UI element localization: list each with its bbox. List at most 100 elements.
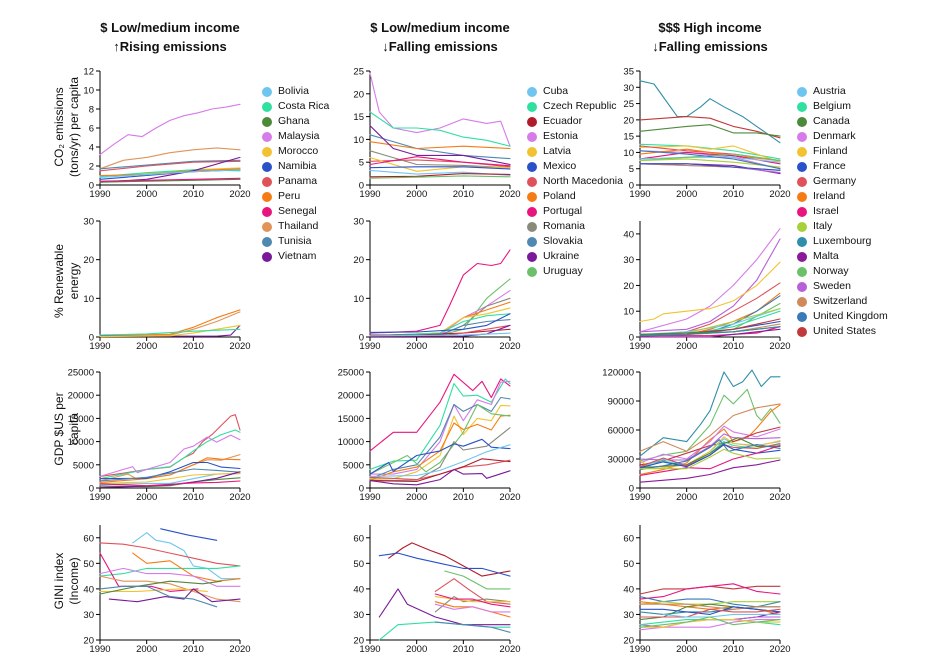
x-tick-label: 2000 — [676, 492, 697, 503]
x-tick-label: 2020 — [499, 492, 520, 503]
legend-label: Denmark — [813, 130, 856, 142]
legend-swatch — [527, 86, 537, 97]
y-tick-label: 60 — [623, 533, 634, 544]
x-tick-label: 1990 — [89, 341, 110, 352]
legend-item: Vietnam — [262, 249, 329, 264]
legend-label: North Macedonia — [543, 175, 623, 187]
legend-label: Finland — [813, 145, 848, 157]
legend-swatch — [527, 116, 537, 127]
y-tick-label: 2 — [89, 162, 94, 173]
legend-swatch — [527, 131, 537, 142]
x-tick-label: 2000 — [406, 644, 427, 655]
column-title-2: $$$ High income ↓Falling emissions — [580, 18, 840, 56]
legend-item: Canada — [797, 114, 888, 129]
y-tick-label: 5000 — [73, 460, 94, 471]
legend-item: Panama — [262, 174, 329, 189]
legend-item: Israel — [797, 204, 888, 219]
x-tick-label: 1990 — [89, 492, 110, 503]
chart-panel: 0 5000 10000 15000 20000 25000 1990 2000 2010 202… — [68, 368, 251, 504]
y-tick-label: 20 — [353, 89, 364, 100]
y-tick-label: 0 — [629, 333, 634, 344]
series-line-france — [639, 606, 781, 615]
series-line-malaysia — [99, 434, 241, 477]
legend-item: Denmark — [797, 129, 888, 144]
legend-item: United Kingdom — [797, 309, 888, 324]
series-line-italy — [639, 158, 781, 168]
y-tick-label: 0 — [89, 181, 94, 192]
legend-item: Poland — [527, 189, 623, 204]
x-tick-label: 2010 — [183, 492, 204, 503]
y-tick-label: 60 — [353, 533, 364, 544]
x-tick-label: 2020 — [769, 341, 790, 352]
chart-panel: 20 30 40 50 60 1990 2000 2010 2020 — [623, 525, 791, 655]
series-line-mexico — [369, 166, 511, 170]
legend-swatch — [262, 131, 272, 142]
chart-panel: 0 5 10 15 20 25 30 35 1990 2000 2010 2020 — [623, 67, 790, 201]
series-line-portugal — [434, 593, 511, 608]
chart-panel: 0 10 20 30 1990 2000 2010 2020 — [83, 217, 250, 353]
legend-label: Ukraine — [543, 250, 580, 262]
y-tick-label: 20000 — [68, 391, 94, 402]
series-line-ireland — [639, 148, 781, 162]
legend-item: Costa Rica — [262, 99, 329, 114]
y-tick-label: 40 — [83, 584, 94, 595]
legend-0: Bolivia Costa Rica Ghana Malaysia Morocco Nam… — [262, 84, 329, 264]
y-tick-label: 0 — [359, 484, 364, 495]
series-line-united-states — [639, 116, 781, 139]
legend-label: Germany — [813, 175, 857, 187]
legend-item: United States — [797, 324, 888, 339]
legend-label: Belgium — [813, 100, 851, 112]
x-tick-label: 2000 — [676, 189, 697, 200]
y-tick-label: 15000 — [68, 414, 94, 425]
series-line-switzerland — [639, 603, 781, 610]
legend-label: Italy — [813, 220, 833, 232]
series-line-costa-rica — [99, 429, 241, 480]
series-line-ecuador — [369, 458, 511, 483]
x-tick-label: 2010 — [183, 644, 204, 655]
legend-label: France — [813, 160, 846, 172]
series-line-ghana — [99, 178, 241, 183]
y-tick-label: 10 — [353, 135, 364, 146]
series-line-norway — [639, 616, 781, 628]
y-tick-label: 20 — [353, 636, 364, 647]
x-tick-label: 2000 — [676, 341, 697, 352]
legend-label: Canada — [813, 115, 850, 127]
legend-2: Austria Belgium Canada Denmark Finland France… — [797, 84, 888, 339]
legend-label: Slovakia — [543, 235, 583, 247]
series-line-ukraine — [369, 468, 511, 486]
x-tick-label: 1990 — [89, 189, 110, 200]
series-line-estonia — [434, 603, 511, 613]
series-line-norway — [639, 388, 781, 462]
series-line-ecuador — [369, 173, 511, 178]
legend-label: Mexico — [543, 160, 577, 172]
series-line-finland — [639, 261, 781, 323]
series-line-luxembourg — [639, 80, 781, 144]
series-line-thailand — [99, 575, 241, 603]
y-tick-label: 90000 — [608, 397, 634, 408]
legend-item: Ghana — [262, 114, 329, 129]
legend-swatch — [262, 101, 272, 112]
legend-label: Peru — [278, 190, 301, 202]
series-line-uruguay — [369, 278, 511, 337]
legend-swatch — [262, 236, 272, 247]
series-line-uruguay — [444, 570, 511, 590]
chart-panel: 20 30 40 50 60 1990 2000 2010 2020 — [83, 525, 251, 655]
y-tick-label: 60 — [83, 533, 94, 544]
y-tick-label: 20 — [623, 115, 634, 126]
series-line-latvia — [369, 307, 511, 337]
y-tick-label: 20000 — [338, 391, 364, 402]
y-tick-label: 20 — [353, 255, 364, 266]
series-line-romania — [369, 150, 511, 169]
series-line-estonia — [369, 72, 511, 147]
x-tick-label: 2020 — [499, 341, 520, 352]
y-tick-label: 0 — [359, 333, 364, 344]
legend-swatch — [797, 101, 807, 112]
legend-label: Czech Republic — [543, 100, 617, 112]
series-line-bolivia — [132, 532, 241, 580]
legend-item: Malta — [797, 249, 888, 264]
legend-label: Ghana — [278, 115, 310, 127]
legend-item: Senegal — [262, 204, 329, 219]
series-line-ukraine — [378, 588, 511, 626]
series-line-slovakia — [434, 621, 511, 633]
x-tick-label: 1990 — [89, 644, 110, 655]
